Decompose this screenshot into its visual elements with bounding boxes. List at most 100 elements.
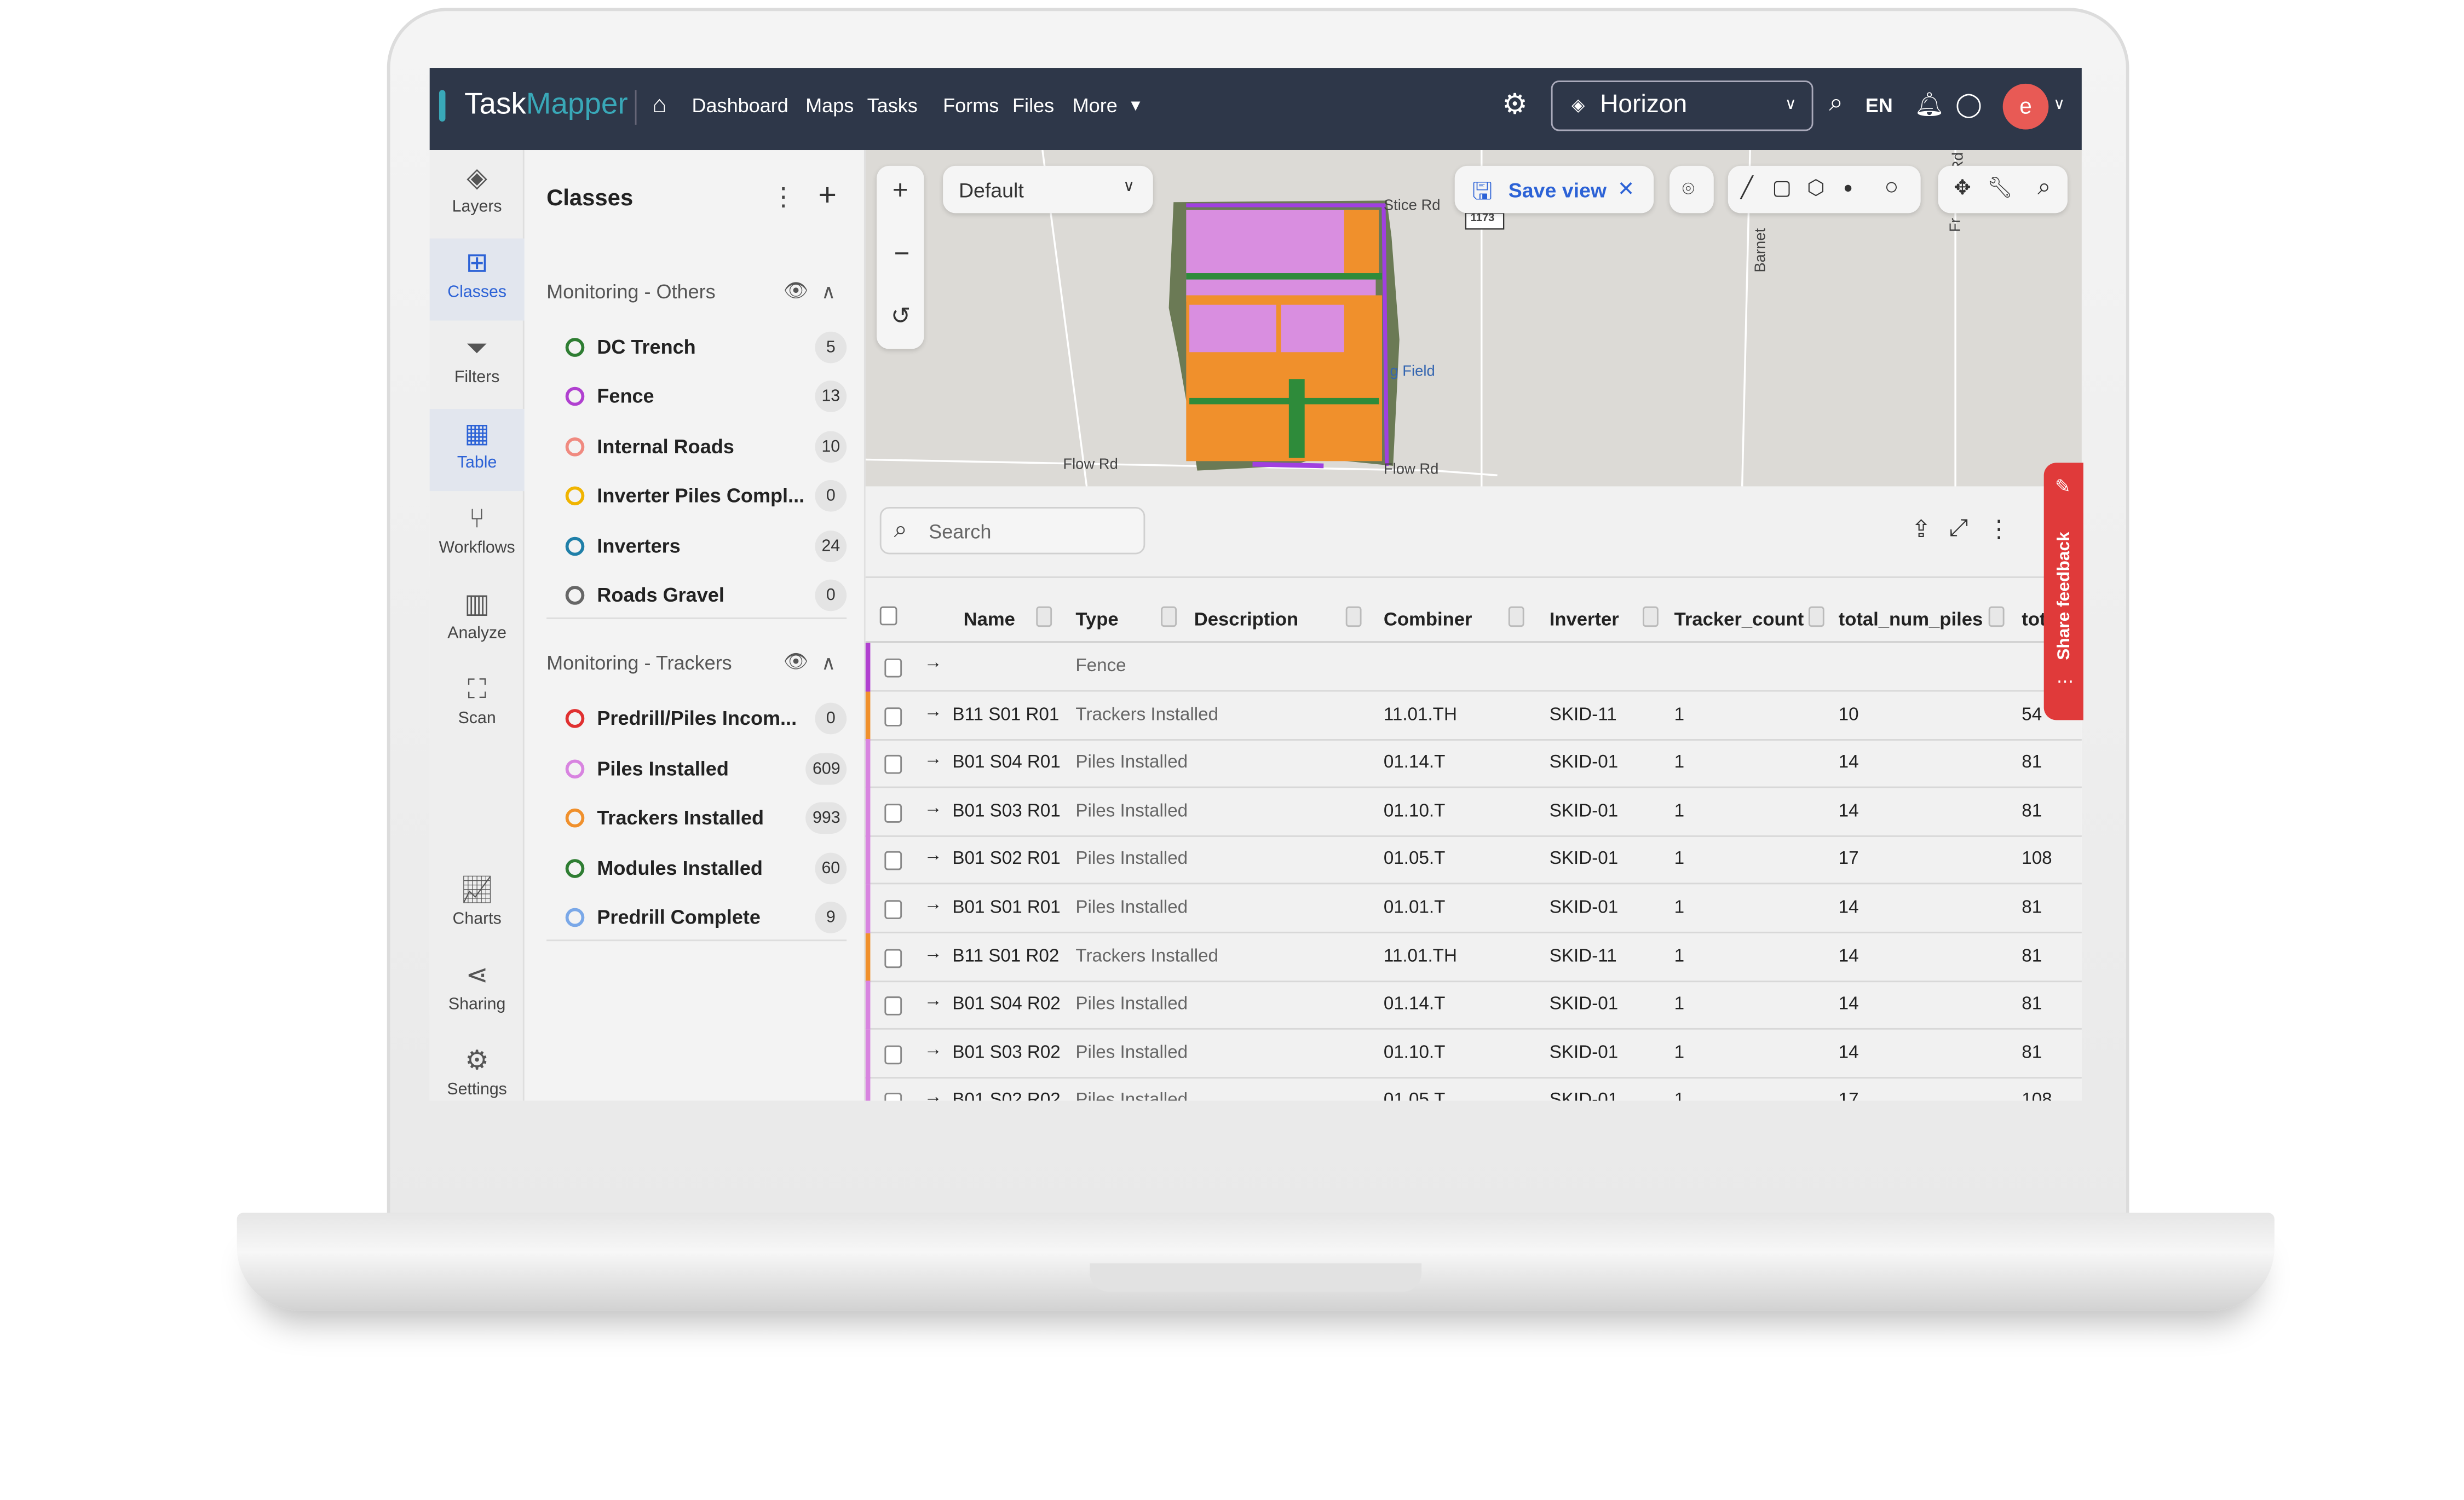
add-class-button[interactable]: + (818, 178, 837, 214)
rail-item-table[interactable]: ▦ Table (429, 409, 525, 492)
table-row[interactable]: → B01 S02 R02 Piles Installed 01.05.T SKID-0… (865, 1077, 2082, 1101)
row-checkbox[interactable] (884, 851, 902, 871)
polygon-tool-icon[interactable]: ⬡ (1806, 175, 1825, 199)
arrow-right-icon[interactable]: → (924, 895, 942, 915)
table-row[interactable]: → B11 S01 R02 Trackers Installed 11.01.TH SK… (865, 932, 2082, 982)
wrench-icon[interactable]: 🔧︎ (1987, 175, 2013, 199)
expand-icon[interactable]: ⤢ (1949, 515, 1968, 542)
class-item[interactable]: Internal Roads 10 (565, 430, 847, 463)
class-item[interactable]: Roads Gravel 0 (565, 579, 847, 611)
column-filter-icon[interactable] (1345, 606, 1362, 627)
column-header[interactable]: Description (1194, 608, 1299, 630)
arrow-right-icon[interactable]: → (924, 750, 942, 770)
avatar[interactable]: e (2002, 83, 2049, 130)
row-checkbox[interactable] (884, 900, 902, 919)
column-filter-icon[interactable] (1642, 606, 1659, 627)
row-checkbox[interactable] (884, 1045, 902, 1064)
rectangle-tool-icon[interactable]: ▢ (1772, 175, 1792, 199)
nav-tasks[interactable]: Tasks (867, 95, 918, 117)
eye-icon[interactable]: 👁︎ (783, 651, 809, 673)
chevron-up-icon[interactable]: ∧ (821, 281, 836, 303)
table-row[interactable]: → B01 S01 R01 Piles Installed 01.01.T SKID-0… (865, 884, 2082, 933)
chat-icon[interactable]: ◯ (1955, 91, 1982, 119)
row-checkbox[interactable] (884, 658, 902, 678)
column-filter-icon[interactable] (1036, 606, 1052, 627)
rail-item-charts[interactable]: 📈︎ Charts (430, 866, 525, 948)
class-group-header[interactable]: Monitoring - Trackers 👁︎ ∧ (546, 651, 847, 675)
column-filter-icon[interactable] (1508, 606, 1524, 627)
more-vertical-icon[interactable]: ⋮ (1987, 516, 2011, 544)
row-checkbox[interactable] (884, 948, 902, 968)
nav-more[interactable]: More (1072, 95, 1118, 117)
rail-item-settings[interactable]: ⚙ Settings (430, 1036, 525, 1100)
arrow-right-icon[interactable]: → (924, 702, 942, 722)
select-all-checkbox[interactable] (879, 606, 897, 626)
chevron-up-icon[interactable]: ∧ (821, 653, 836, 675)
rail-item-workflows[interactable]: ⑂ Workflows (430, 494, 525, 576)
row-checkbox[interactable] (884, 707, 902, 726)
table-row[interactable]: → B01 S02 R01 Piles Installed 01.05.T SKID-0… (865, 836, 2082, 885)
rail-item-analyze[interactable]: ▥ Analyze (430, 580, 525, 662)
class-item[interactable]: Fence 13 (565, 381, 847, 413)
view-select[interactable]: Default ∨ (943, 165, 1153, 214)
table-row[interactable]: → Fence (865, 643, 2082, 692)
save-view-button[interactable]: 🖫︎ Save view ✕ (1454, 165, 1654, 214)
zoom-out-button[interactable]: − (894, 238, 910, 269)
row-checkbox[interactable] (884, 755, 902, 774)
arrow-right-icon[interactable]: → (924, 943, 942, 963)
home-icon[interactable]: ⌂ (652, 91, 667, 119)
location-pin-button[interactable]: ⌾ (1669, 165, 1714, 214)
class-item[interactable]: Predrill/Piles Incom... 0 (565, 703, 847, 735)
arrow-right-icon[interactable]: → (924, 654, 942, 673)
bell-icon[interactable]: 🔔︎ (1914, 91, 1945, 119)
column-filter-icon[interactable] (1161, 606, 1177, 627)
rail-item-filters[interactable]: ⏷ Filters (430, 324, 525, 406)
column-filter-icon[interactable] (1808, 606, 1824, 627)
column-header[interactable]: Type (1075, 608, 1119, 630)
class-item[interactable]: Piles Installed 609 (565, 753, 847, 785)
column-header[interactable]: Name (963, 608, 1015, 630)
class-item[interactable]: Inverters 24 (565, 530, 847, 562)
export-icon[interactable]: ⇪ (1911, 516, 1931, 544)
row-checkbox[interactable] (884, 996, 902, 1016)
search-input[interactable]: ⌕ Search (879, 506, 1145, 555)
share-feedback-button[interactable]: ✎ Share feedback ⋯ (2043, 463, 2083, 720)
nav-dashboard[interactable]: Dashboard (692, 95, 788, 117)
arrow-right-icon[interactable]: → (924, 992, 942, 1011)
row-checkbox[interactable] (884, 803, 902, 823)
column-filter-icon[interactable] (1988, 606, 2005, 627)
more-vertical-icon[interactable]: ⋮ (770, 184, 796, 212)
logo[interactable]: TaskMapper (464, 89, 628, 123)
table-row[interactable]: → B01 S03 R01 Piles Installed 01.10.T SKID-0… (865, 787, 2082, 837)
column-header[interactable]: Combiner (1383, 608, 1472, 630)
close-icon[interactable]: ✕ (1617, 177, 1635, 201)
table-row[interactable]: → B11 S01 R01 Trackers Installed 11.01.TH SK… (865, 691, 2082, 740)
nav-forms[interactable]: Forms (943, 95, 999, 117)
search-icon[interactable]: ⌕ (1829, 90, 1844, 117)
nav-maps[interactable]: Maps (805, 95, 854, 117)
class-item[interactable]: Predrill Complete 9 (565, 902, 847, 933)
arrow-right-icon[interactable]: → (924, 1088, 942, 1101)
move-icon[interactable]: ✥ (1954, 175, 1971, 199)
rail-item-sharing[interactable]: ⋖ Sharing (430, 951, 525, 1033)
search-icon[interactable]: ⌕ (2037, 174, 2051, 201)
class-item[interactable]: Inverter Piles Compl... 0 (565, 480, 847, 512)
column-header[interactable]: Inverter (1549, 608, 1619, 630)
column-header[interactable]: total_num_piles (1838, 608, 1983, 630)
circle-tool-icon[interactable]: ○ (1884, 174, 1899, 201)
table-row[interactable]: → B01 S03 R02 Piles Installed 01.10.T SKID-0… (865, 1029, 2082, 1078)
column-header[interactable]: Tracker_count (1674, 608, 1804, 630)
map-view[interactable]: Stice Rd Flow Rd Flow Rd g Field Barnet … (865, 150, 2082, 487)
class-item[interactable]: Trackers Installed 993 (565, 802, 847, 834)
table-row[interactable]: → B01 S04 R01 Piles Installed 01.14.T SKID-0… (865, 739, 2082, 788)
column-header[interactable]: tot (2022, 608, 2046, 630)
class-item[interactable]: DC Trench 5 (565, 331, 847, 364)
point-tool-icon[interactable]: ● (1843, 180, 1853, 198)
gear-icon[interactable]: ⚙ (1502, 88, 1528, 120)
arrow-right-icon[interactable]: → (924, 799, 942, 818)
class-group-header[interactable]: Monitoring - Others 👁︎ ∧ (546, 280, 847, 303)
table-row[interactable]: → B01 S04 R02 Piles Installed 01.14.T SKID-0… (865, 980, 2082, 1030)
reset-rotation-icon[interactable]: ↺ (890, 303, 911, 330)
language-select[interactable]: EN (1865, 95, 1893, 117)
line-tool-icon[interactable]: ╱ (1740, 175, 1753, 199)
